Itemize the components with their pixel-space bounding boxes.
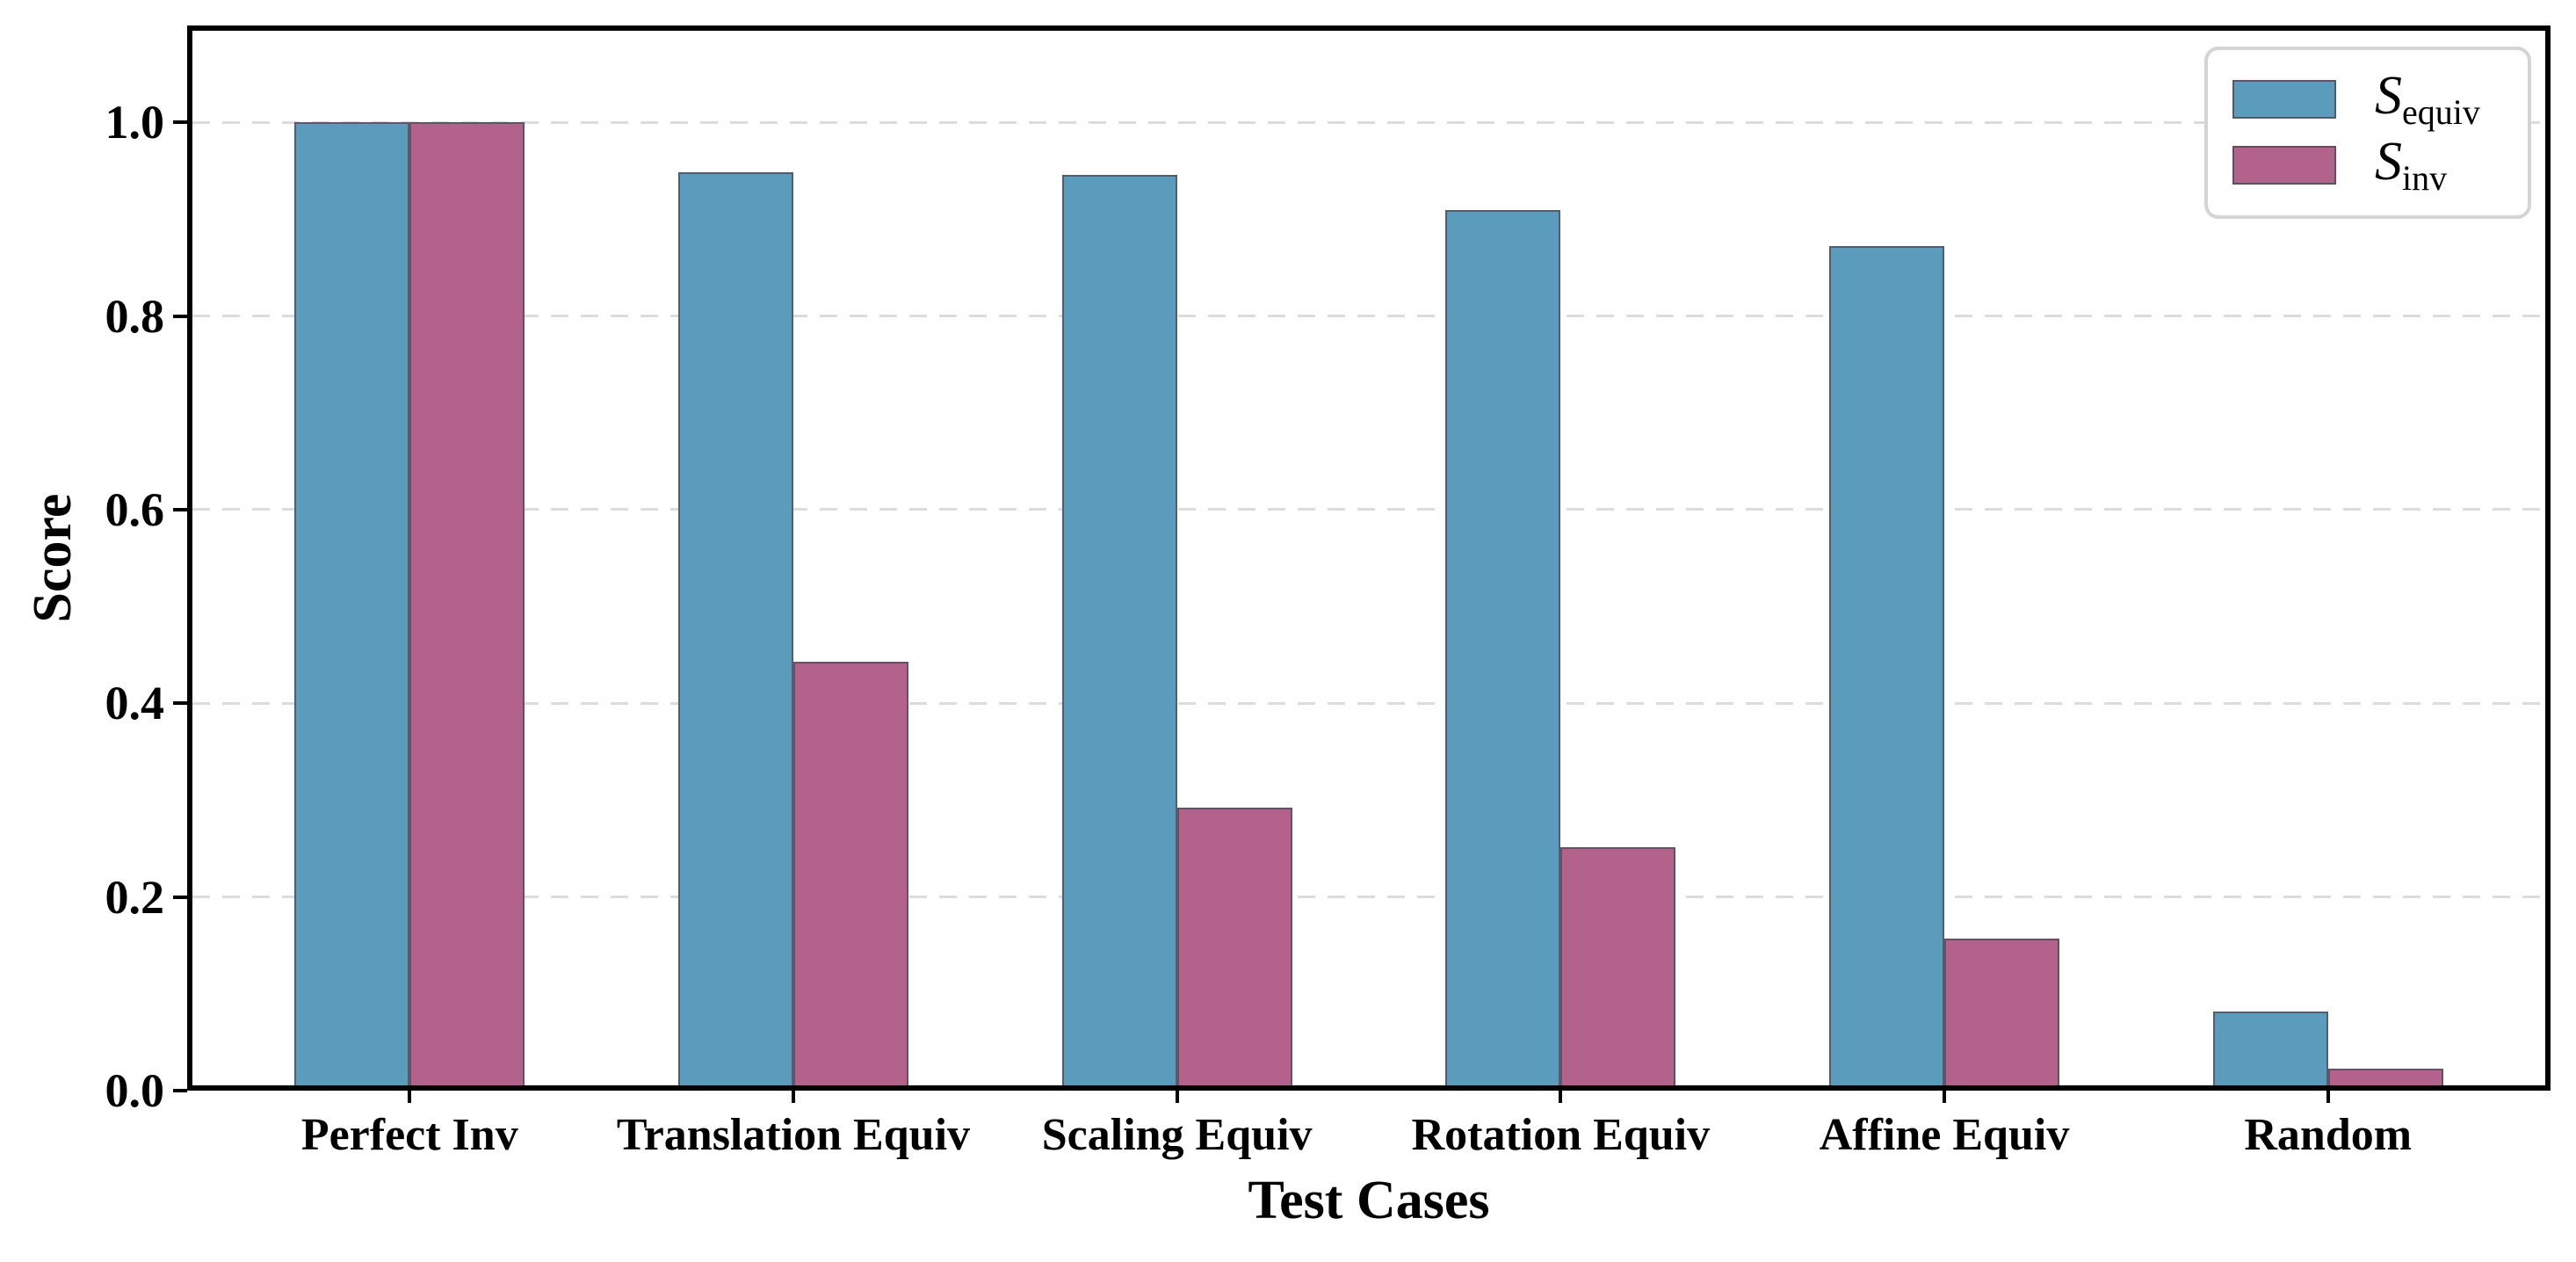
y-tick-label-0.8: 0.8	[105, 289, 165, 343]
x-axis-title: Test Cases	[1248, 1171, 1490, 1230]
x-tick-mark-1	[408, 1091, 412, 1103]
legend-item-S_equiv: Sequiv	[2232, 66, 2498, 132]
legend-item-S_inv: Sinv	[2232, 132, 2498, 198]
x-tick-mark-6	[2326, 1091, 2330, 1103]
y-tick-mark-0	[173, 1089, 187, 1092]
plot-frame	[187, 25, 2551, 1091]
legend-swatch-S_equiv	[2232, 79, 2336, 119]
legend-swatch-S_inv	[2232, 145, 2336, 185]
y-tick-mark-1	[173, 120, 187, 125]
y-tick-mark-0.8	[173, 314, 187, 318]
x-tick-label-rotation-equiv: Rotation Equiv	[1411, 1110, 1711, 1160]
x-tick-mark-5	[1943, 1091, 1947, 1103]
y-tick-label-0: 0.0	[105, 1064, 165, 1117]
x-tick-label-perfect-inv: Perfect Inv	[300, 1110, 518, 1160]
y-tick-mark-0.2	[173, 895, 187, 899]
y-axis-title: Score	[23, 493, 83, 623]
x-tick-label-affine-equiv: Affine Equiv	[1819, 1110, 2070, 1160]
y-tick-mark-0.4	[173, 701, 187, 706]
x-tick-label-translation-equiv: Translation Equiv	[616, 1110, 971, 1160]
legend-label-S_equiv: Sequiv	[2375, 66, 2480, 132]
y-tick-label-1: 1.0	[105, 96, 165, 149]
legend: Sequiv Sinv	[2204, 47, 2531, 219]
x-tick-label-scaling-equiv: Scaling Equiv	[1041, 1110, 1313, 1160]
x-tick-label-random: Random	[2244, 1110, 2413, 1160]
x-tick-mark-2	[791, 1091, 795, 1103]
y-tick-label-0.4: 0.4	[105, 677, 165, 730]
x-tick-mark-4	[1559, 1091, 1563, 1103]
y-tick-label-0.2: 0.2	[105, 870, 165, 924]
y-tick-mark-0.6	[173, 507, 187, 511]
legend-label-S_inv: Sinv	[2375, 132, 2448, 198]
x-tick-mark-3	[1175, 1091, 1179, 1103]
